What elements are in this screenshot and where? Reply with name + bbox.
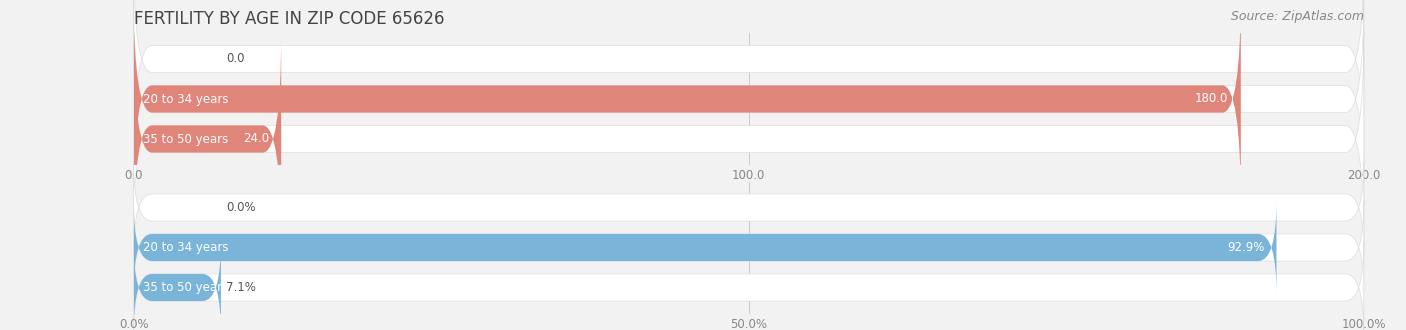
- FancyBboxPatch shape: [134, 241, 1364, 330]
- Text: 35 to 50 years: 35 to 50 years: [143, 281, 229, 294]
- FancyBboxPatch shape: [134, 161, 1364, 254]
- Text: 24.0: 24.0: [243, 133, 269, 146]
- Text: 20 to 34 years: 20 to 34 years: [143, 241, 229, 254]
- Text: 15 to 19 years: 15 to 19 years: [143, 201, 229, 214]
- FancyBboxPatch shape: [134, 0, 1240, 205]
- FancyBboxPatch shape: [134, 0, 1364, 165]
- Text: 0.0%: 0.0%: [226, 201, 256, 214]
- FancyBboxPatch shape: [134, 201, 1277, 294]
- Text: 92.9%: 92.9%: [1227, 241, 1264, 254]
- Text: Source: ZipAtlas.com: Source: ZipAtlas.com: [1230, 10, 1364, 23]
- Text: 15 to 19 years: 15 to 19 years: [143, 52, 229, 65]
- FancyBboxPatch shape: [134, 0, 1364, 205]
- Text: 0.0: 0.0: [226, 52, 245, 65]
- Text: 180.0: 180.0: [1195, 92, 1229, 106]
- FancyBboxPatch shape: [134, 201, 1364, 294]
- FancyBboxPatch shape: [134, 241, 221, 330]
- FancyBboxPatch shape: [134, 33, 1364, 246]
- Text: 35 to 50 years: 35 to 50 years: [143, 133, 229, 146]
- Text: 20 to 34 years: 20 to 34 years: [143, 92, 229, 106]
- Text: FERTILITY BY AGE IN ZIP CODE 65626: FERTILITY BY AGE IN ZIP CODE 65626: [134, 10, 444, 28]
- Text: 7.1%: 7.1%: [226, 281, 256, 294]
- FancyBboxPatch shape: [134, 33, 281, 246]
